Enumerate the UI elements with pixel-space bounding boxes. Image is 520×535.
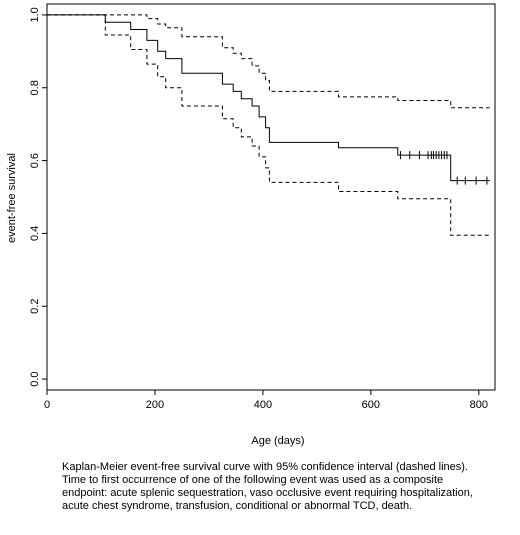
caption-line: endpoint: acute splenic sequestration, v… (62, 487, 473, 499)
x-tick-label: 200 (146, 399, 164, 411)
x-tick-label: 600 (362, 399, 380, 411)
plot-frame (46, 3, 496, 391)
y-tick-label: 0.2 (29, 299, 41, 314)
survival-line (47, 14, 490, 182)
caption-line: Time to first occurrence of one of the f… (62, 474, 444, 486)
x-axis: 0 200 400 600 800 (44, 390, 488, 411)
survival-chart: 0 200 400 600 800 0.0 0.2 0.4 0.6 0.8 1.0 Age (da… (6, 3, 496, 447)
y-tick-label: 0.0 (29, 371, 41, 386)
y-axis-label: event-free survival (6, 153, 18, 243)
caption-line: acute chest syndrome, transfusion, condi… (62, 500, 413, 512)
y-tick-label: 1.0 (29, 7, 41, 22)
series-layer (47, 14, 490, 236)
y-axis: 0.0 0.2 0.4 0.6 0.8 1.0 (29, 7, 47, 387)
y-tick-label: 0.4 (29, 226, 41, 241)
x-tick-label: 800 (470, 399, 488, 411)
x-axis-label: Age (days) (251, 435, 304, 447)
confidence-band-line (47, 14, 490, 236)
y-tick-label: 0.6 (29, 153, 41, 168)
x-tick-label: 0 (44, 399, 50, 411)
caption-line: Kaplan-Meier event-free survival curve w… (62, 461, 468, 473)
figure-caption: Kaplan-Meier event-free survival curve w… (62, 461, 512, 513)
x-tick-label: 400 (254, 399, 272, 411)
censor-marks (400, 151, 488, 185)
y-tick-label: 0.8 (29, 80, 41, 95)
confidence-band-line (47, 14, 490, 109)
